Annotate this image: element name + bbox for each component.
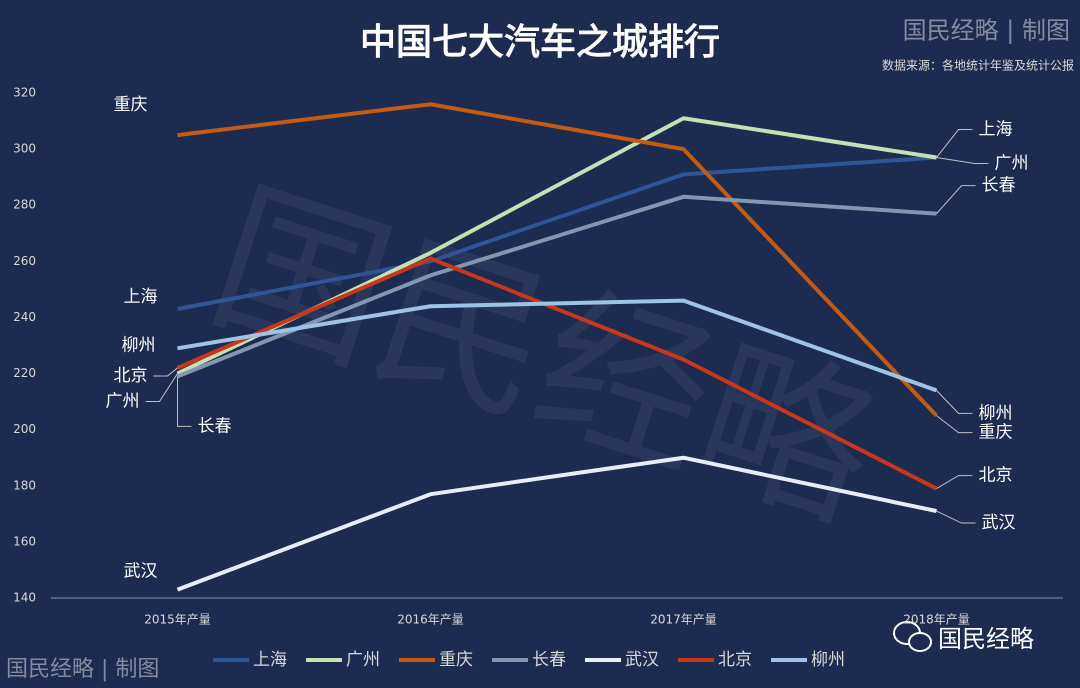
y-tick-label: 280: [13, 198, 36, 212]
y-tick-label: 180: [13, 478, 36, 492]
y-tick-label: 200: [13, 422, 36, 436]
leader-line: [936, 475, 973, 490]
series-label: 广州: [106, 392, 140, 412]
series-label: 长春: [982, 176, 1016, 196]
y-tick-label: 160: [13, 534, 36, 548]
legend-label: 长春: [532, 650, 566, 670]
y-tick-label: 220: [13, 366, 36, 380]
x-tick-label: 2015年产量: [144, 613, 211, 627]
line: [176, 455, 937, 592]
line: [177, 102, 938, 418]
credit: 国民经略 | 制图: [6, 657, 159, 682]
series-label: 重庆: [114, 95, 148, 115]
y-tick-label: 140: [13, 591, 36, 605]
x-tick-label: 2018年产量: [903, 613, 970, 627]
leader-line: [936, 510, 976, 524]
legend-label: 北京: [718, 650, 752, 670]
leader-line: [145, 373, 178, 403]
series-label: 武汉: [124, 562, 158, 582]
series-label: 重庆: [979, 423, 1013, 443]
brand: 国民经略: [938, 625, 1034, 653]
leader-line: [936, 390, 973, 414]
leader-line: [177, 376, 192, 427]
series-label: 上海: [124, 287, 158, 307]
legend-label: 柳州: [811, 650, 845, 670]
leader-line: [936, 185, 976, 214]
series-label: 上海: [979, 120, 1013, 140]
line: [177, 155, 937, 311]
leader-line: [936, 415, 973, 434]
series-label: 北京: [114, 366, 148, 386]
chart-title: 中国七大汽车之城排行: [360, 22, 720, 63]
y-tick-label: 240: [13, 310, 36, 324]
leader-line: [936, 157, 989, 165]
series-label: 武汉: [982, 513, 1016, 533]
x-tick-label: 2016年产量: [397, 613, 464, 627]
series-label: 长春: [198, 416, 232, 436]
series-label: 柳州: [979, 403, 1013, 423]
legend-label: 广州: [346, 650, 380, 670]
x-tick-label: 2017年产量: [650, 613, 717, 627]
line: [176, 256, 938, 491]
series-label: 广州: [995, 154, 1029, 174]
y-tick-label: 320: [13, 86, 36, 100]
y-tick-label: 260: [13, 254, 36, 268]
series-label: 柳州: [122, 335, 156, 355]
legend-label: 武汉: [625, 650, 659, 670]
series-label: 北京: [979, 466, 1013, 486]
line: [177, 298, 938, 393]
leader-line: [936, 129, 973, 158]
wechat-icon: [893, 621, 932, 652]
leader-line: [153, 367, 178, 377]
credit: 国民经略 | 制图: [903, 17, 1070, 46]
source: 数据来源：各地统计年鉴及统计公报: [882, 58, 1074, 73]
legend-label: 上海: [253, 650, 287, 670]
legend-label: 重庆: [439, 650, 473, 670]
y-tick-label: 300: [13, 142, 36, 156]
